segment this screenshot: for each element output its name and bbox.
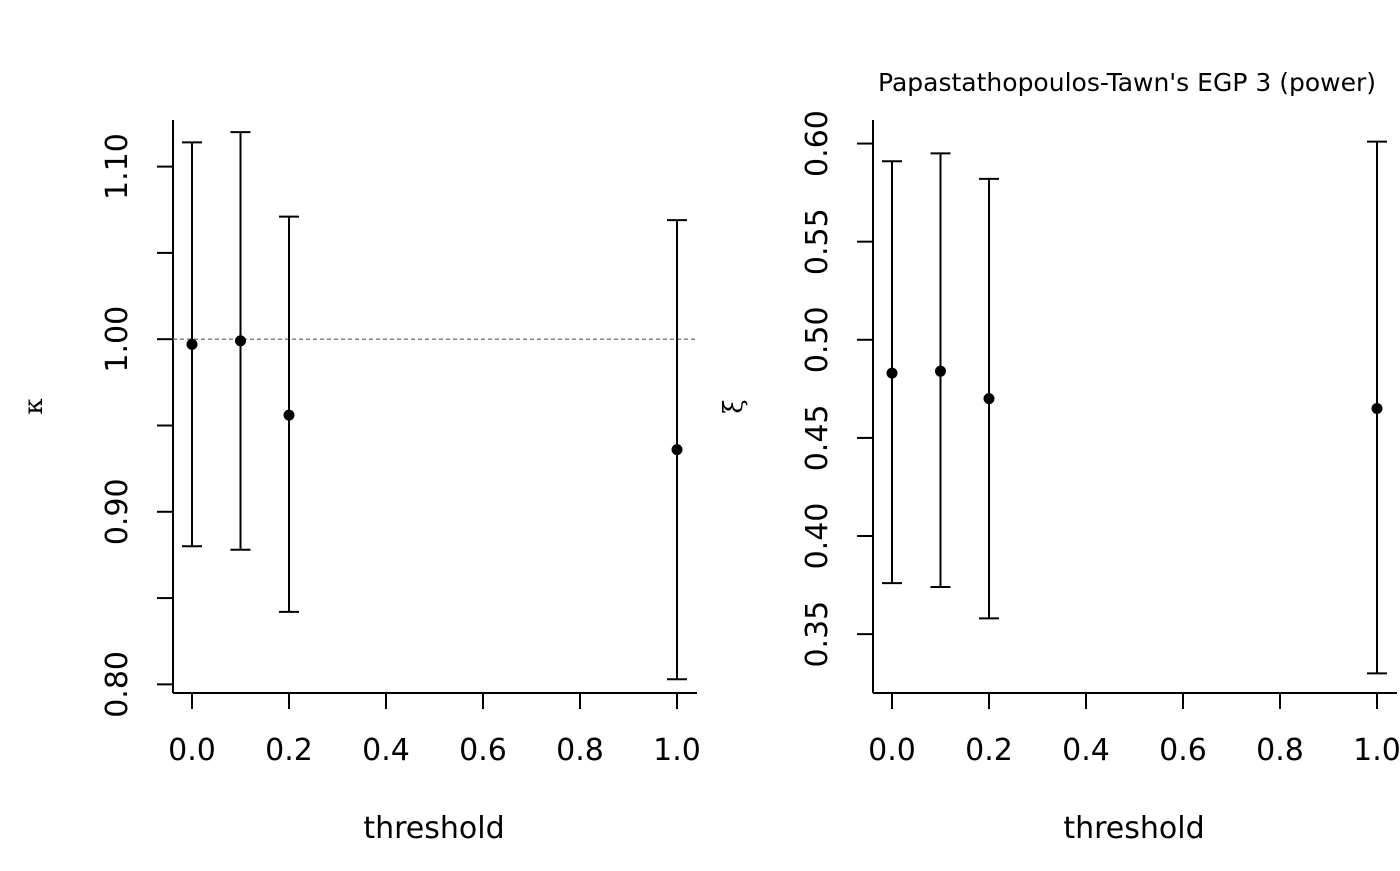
panel2-y-tick-label: 0.55 [800, 208, 835, 275]
panel2-y-axis-title: ξ [719, 399, 749, 413]
panel2-x-tick-label: 0.8 [1256, 733, 1304, 768]
panel1-data-point [671, 444, 683, 456]
panel2-x-tick-label: 0.4 [1062, 733, 1110, 768]
panel1-y-tick-label: 1.00 [100, 306, 135, 373]
panel1-data-point [283, 409, 295, 421]
panel1-x-tick-label: 0.4 [362, 733, 410, 768]
panel1-data-point [186, 338, 198, 350]
panel1-y-tick-label: 0.80 [100, 651, 135, 718]
panel1-data-point [235, 335, 246, 347]
panel1-y-axis-title: κ [19, 398, 49, 414]
panel2-x-tick-label: 0.6 [1159, 733, 1207, 768]
panel2-y-tick-label: 0.60 [800, 110, 835, 177]
panel2-y-tick-label: 0.35 [800, 601, 835, 668]
panel2-x-tick-label: 1.0 [1353, 733, 1400, 768]
panel2-y-tick-label: 0.45 [800, 404, 835, 471]
panel2-data-point [886, 367, 898, 379]
panel2-title: Papastathopoulos-Tawn's EGP 3 (power) [878, 68, 1376, 97]
panel1-x-axis-title: threshold [363, 811, 504, 846]
panel1-x-tick-label: 1.0 [653, 733, 701, 768]
panel2-y-tick-label: 0.40 [800, 503, 835, 570]
panel1-x-tick-label: 0.0 [168, 733, 216, 768]
panel1-x-tick-label: 0.8 [556, 733, 604, 768]
panel1-y-tick-label: 0.90 [100, 478, 135, 545]
panel1-y-tick-label: 1.10 [100, 133, 135, 200]
panel2-x-tick-label: 0.2 [965, 733, 1013, 768]
panel1-x-tick-label: 0.2 [265, 733, 313, 768]
panel1-x-tick-label: 0.6 [459, 733, 507, 768]
panel2-data-point [1371, 402, 1383, 414]
panel2-x-tick-label: 0.0 [868, 733, 916, 768]
panel2-data-point [935, 365, 946, 377]
panel2-x-axis-title: threshold [1063, 811, 1204, 846]
panel2-data-point [983, 393, 995, 405]
panel2-y-tick-label: 0.50 [800, 306, 835, 373]
